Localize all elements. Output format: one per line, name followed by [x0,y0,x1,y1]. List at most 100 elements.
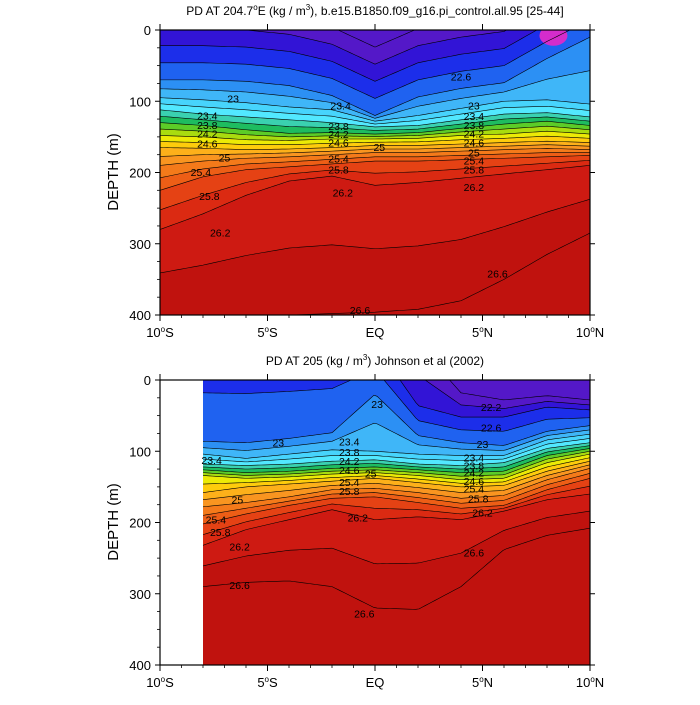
contour-label: 26.2 [472,508,493,520]
contour-label: 24.6 [328,138,349,150]
contour-label: 23.4 [464,111,485,123]
band-26.6 [289,233,590,315]
band-26.6 [203,528,590,665]
contour-line-25.6 [202,473,590,516]
x-tick-label: EQ [366,325,385,340]
contour-label: 24.6 [339,465,360,477]
contour-line-25.8 [160,155,590,191]
y-tick-label: 0 [144,373,151,388]
contour-label: 23 [227,93,239,105]
filled-contours [160,30,590,315]
contour-label: 24.6 [197,138,218,150]
y-tick-label: 300 [129,237,151,252]
y-axis: 0 100 200 300 400 [129,23,595,323]
contour-line-22.6 [399,380,590,418]
contour-label: 25.8 [468,493,489,505]
contour-line-26.6 [271,232,590,315]
contour-label: 24.2 [339,456,360,468]
contour-label: 23.4 [197,111,218,123]
contour-label: 25.8 [464,165,485,177]
contour-line-22.2 [337,30,416,48]
y-tick-label: 400 [129,658,151,673]
y-axis-label: DEPTH (m) [105,133,122,211]
y-tick-label: 100 [129,94,151,109]
contour-line-23.8 [160,109,590,128]
contour-line-23.2 [202,422,590,451]
contour-label: 23 [371,399,383,411]
contour-line-25.4 [160,147,590,166]
x-tick-label: 10oS [146,675,174,690]
contour-label: 25.4 [328,153,349,165]
band-26.4 [160,199,590,315]
contour-line-25.0 [160,140,590,151]
contour-line-25.8 [202,478,590,525]
contour-label: 23.8 [197,120,218,132]
contour-label: 23.4 [339,436,360,448]
contour-label: 26.2 [210,227,231,239]
contour-line-23.0 [160,36,590,116]
contour-label: 23.8 [464,120,485,132]
contour-label: 26.6 [354,609,375,621]
contour-label: 26.6 [487,269,508,281]
contour-line-26.2 [202,493,590,546]
contour-label: 24.2 [328,129,349,141]
contour-label: 23.8 [328,121,349,133]
contour-line-22.8 [160,30,571,99]
x-axis: 10oS 5oS EQ 5oN 10oN [146,374,604,690]
density-minimum-spot [539,30,568,46]
contour-label: 25.4 [464,483,485,495]
contour-line-25.4 [202,468,590,508]
x-tick-label: 5oN [472,325,493,340]
x-tick-label: 10oS [146,325,174,340]
y-tick-label: 400 [129,308,151,323]
contour-label: 23.4 [330,101,351,113]
contour-label: 25 [365,468,377,480]
contour-label: 25.8 [210,527,231,539]
y-axis: 0 100 200 300 400 [129,373,595,673]
contour-lines [202,380,590,610]
contour-label: 24.6 [464,476,485,488]
contour-line-25.0 [202,460,590,493]
contour-line-26.4 [160,198,590,274]
contour-line-26.0 [160,160,590,211]
contour-line-25.2 [202,464,590,500]
y-tick-label: 300 [129,587,151,602]
contour-line-24.4 [202,450,590,477]
x-tick-label: 5oS [257,325,278,340]
contour-line-23.4 [202,433,590,459]
contour-label: 23.4 [464,453,485,465]
y-tick-label: 200 [129,516,151,531]
contour-label: 25.8 [339,486,360,498]
contour-label: 23 [272,438,284,450]
contour-line-22.2 [449,380,590,401]
contour-label: 24.6 [464,138,485,150]
contour-line-23.6 [202,438,590,463]
contour-label: 26.6 [350,305,371,317]
contour-label: 25 [468,148,480,160]
contour-line-24.0 [160,115,590,131]
x-axis: 10oS 5oS EQ 5oN 10oN [146,24,604,340]
contour-line-23.4 [160,97,590,122]
contour-label: 23 [477,439,489,451]
contour-label: 26.6 [229,580,250,592]
contour-label: 23 [468,101,480,113]
contour-line-26.6 [202,527,590,610]
contour-line-26.2 [160,165,590,230]
contour-line-24.6 [202,453,590,481]
filled-contours [203,380,590,665]
contour-label: 24.2 [464,468,485,480]
contour-label: 25.8 [328,165,349,177]
contour-label: 22.6 [481,423,502,435]
contour-line-23.6 [160,103,590,125]
contour-line-24.8 [160,135,590,146]
contour-lines [160,30,590,315]
contour-label: 23.8 [464,461,485,473]
contour-line-23.2 [160,70,590,119]
contour-label: 26.2 [464,182,485,194]
contour-line-25.6 [160,152,590,179]
x-tick-label: 5oN [472,675,493,690]
contour-line-22.6 [160,30,538,82]
